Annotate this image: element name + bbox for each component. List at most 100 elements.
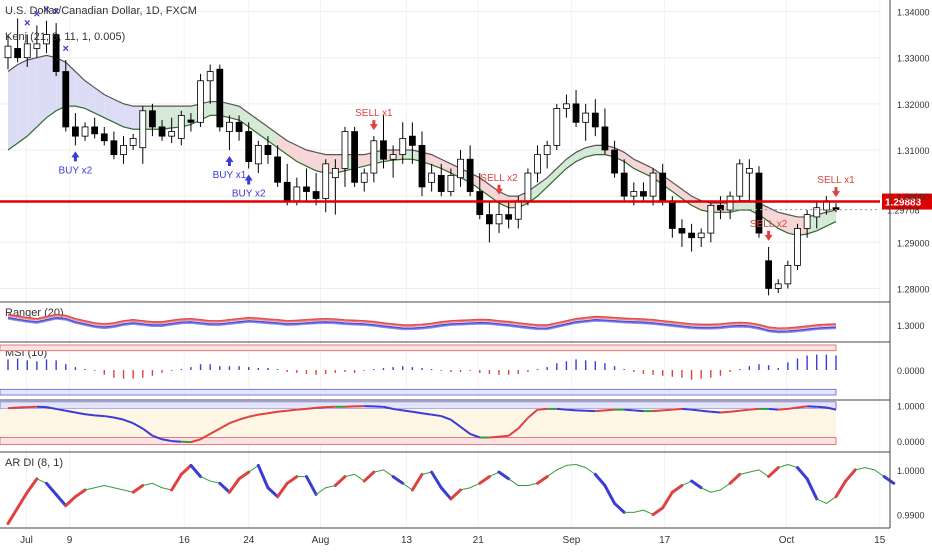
- ardi-line-segment: [278, 483, 288, 496]
- candle[interactable]: [775, 284, 781, 289]
- candle[interactable]: [477, 192, 483, 215]
- candle[interactable]: [727, 196, 733, 210]
- candle[interactable]: [159, 127, 165, 136]
- candle[interactable]: [785, 265, 791, 283]
- candle[interactable]: [679, 228, 685, 233]
- ardi-line-segment: [451, 490, 461, 499]
- candle[interactable]: [506, 215, 512, 220]
- ardi-line-segment: [634, 510, 644, 512]
- candle[interactable]: [294, 187, 300, 201]
- candle[interactable]: [5, 46, 11, 58]
- main-y-tick-label: 1.33000: [897, 54, 930, 64]
- buy-signal-label: BUY x2: [232, 188, 266, 199]
- candle[interactable]: [573, 104, 579, 122]
- candle[interactable]: [814, 208, 820, 217]
- candle[interactable]: [352, 132, 358, 183]
- candle[interactable]: [640, 192, 646, 197]
- candle[interactable]: [72, 127, 78, 136]
- candle[interactable]: [236, 122, 242, 131]
- candle[interactable]: [323, 164, 329, 199]
- candle[interactable]: [332, 168, 338, 177]
- candle[interactable]: [448, 175, 454, 191]
- candle[interactable]: [458, 159, 464, 177]
- candle[interactable]: [226, 122, 232, 131]
- candle[interactable]: [101, 134, 107, 141]
- candle[interactable]: [149, 111, 155, 127]
- candle[interactable]: [804, 215, 810, 229]
- candle[interactable]: [544, 145, 550, 154]
- candle[interactable]: [612, 150, 618, 173]
- candle[interactable]: [381, 141, 387, 159]
- candle[interactable]: [525, 173, 531, 201]
- candle[interactable]: [746, 168, 752, 173]
- candle[interactable]: [583, 113, 589, 122]
- candle[interactable]: [24, 44, 30, 58]
- candle[interactable]: [313, 192, 319, 199]
- candle[interactable]: [15, 48, 21, 57]
- candle[interactable]: [698, 233, 704, 238]
- candle[interactable]: [255, 145, 261, 163]
- candle[interactable]: [140, 111, 146, 148]
- candle[interactable]: [82, 127, 88, 136]
- candle[interactable]: [708, 205, 714, 233]
- main-y-tick-label: 1.32000: [897, 100, 930, 110]
- candle[interactable]: [390, 155, 396, 160]
- ardi-line-segment: [586, 468, 596, 475]
- candle[interactable]: [602, 127, 608, 150]
- candle[interactable]: [361, 173, 367, 182]
- candle[interactable]: [419, 145, 425, 187]
- candle[interactable]: [207, 72, 213, 81]
- candle[interactable]: [275, 157, 281, 182]
- candle[interactable]: [486, 215, 492, 224]
- candle[interactable]: [467, 159, 473, 191]
- candle[interactable]: [342, 132, 348, 169]
- x-tick-label: Oct: [779, 535, 795, 546]
- candle[interactable]: [669, 201, 675, 229]
- candle[interactable]: [169, 132, 175, 137]
- candle[interactable]: [660, 173, 666, 201]
- ranger-line: [8, 315, 836, 329]
- candle[interactable]: [246, 132, 252, 162]
- candle[interactable]: [515, 201, 521, 219]
- x-tick-label: 15: [874, 535, 886, 546]
- candle[interactable]: [92, 127, 98, 134]
- candle[interactable]: [400, 138, 406, 154]
- candle[interactable]: [198, 81, 204, 123]
- candle[interactable]: [34, 44, 40, 49]
- candle[interactable]: [178, 115, 184, 138]
- candle[interactable]: [737, 164, 743, 196]
- sell-signal-label: SELL x1: [817, 175, 855, 186]
- candle[interactable]: [766, 261, 772, 289]
- candle[interactable]: [496, 215, 502, 224]
- ardi-line-segment: [730, 474, 740, 483]
- candle[interactable]: [592, 113, 598, 127]
- candle[interactable]: [188, 120, 194, 122]
- candle[interactable]: [217, 69, 223, 127]
- candles-layer[interactable]: [5, 18, 839, 295]
- candle[interactable]: [111, 141, 117, 155]
- candle[interactable]: [371, 141, 377, 173]
- candle[interactable]: [650, 173, 656, 196]
- candle[interactable]: [795, 228, 801, 265]
- candle[interactable]: [689, 233, 695, 238]
- candle[interactable]: [535, 155, 541, 173]
- candle[interactable]: [621, 173, 627, 196]
- ardi-line-segment: [152, 483, 162, 487]
- candle[interactable]: [303, 187, 309, 192]
- candle[interactable]: [265, 145, 271, 154]
- candle[interactable]: [130, 138, 136, 145]
- x-tick-label: 9: [67, 535, 73, 546]
- buy-arrow-icon: [71, 151, 79, 161]
- candle[interactable]: [438, 175, 444, 191]
- candle[interactable]: [63, 72, 69, 127]
- candle[interactable]: [121, 145, 127, 154]
- candle[interactable]: [554, 108, 560, 145]
- candle[interactable]: [563, 104, 569, 109]
- candle[interactable]: [284, 182, 290, 200]
- candle[interactable]: [631, 192, 637, 197]
- candle[interactable]: [429, 173, 435, 182]
- band-fill-segment: [624, 152, 634, 168]
- candle[interactable]: [409, 136, 415, 145]
